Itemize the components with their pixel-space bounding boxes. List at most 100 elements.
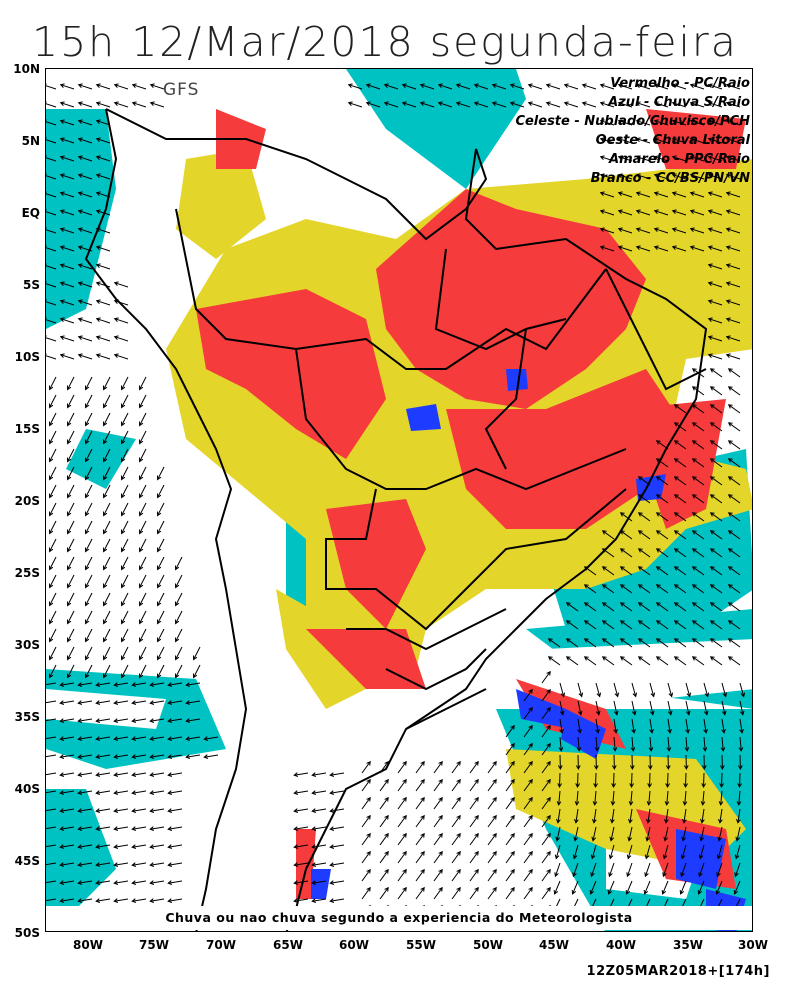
- wind-arrow: [49, 412, 57, 427]
- wind-arrow: [574, 808, 579, 824]
- wind-arrow: [121, 538, 129, 553]
- wind-arrow: [59, 227, 75, 234]
- wind-arrow: [655, 494, 669, 504]
- wind-arrow: [103, 610, 111, 625]
- wind-arrow: [617, 209, 633, 216]
- wind-arrow: [583, 602, 597, 612]
- wind-arrow: [121, 502, 129, 517]
- wind-arrow: [469, 760, 479, 774]
- wind-arrow: [85, 556, 93, 571]
- wind-arrow: [121, 664, 129, 679]
- wind-arrow: [599, 155, 615, 162]
- wind-arrow: [149, 101, 165, 108]
- wind-arrow: [469, 850, 479, 864]
- wind-arrow: [469, 868, 479, 882]
- wind-arrow: [59, 790, 75, 795]
- wind-arrow: [673, 494, 687, 504]
- wind-arrow: [46, 263, 57, 270]
- wind-arrow: [613, 700, 619, 716]
- wind-arrow: [565, 602, 579, 612]
- wind-arrow: [683, 754, 689, 771]
- wind-arrow: [545, 83, 561, 90]
- wind-arrow: [113, 682, 129, 687]
- wind-arrow: [175, 610, 183, 625]
- wind-arrow: [49, 484, 57, 499]
- wind-arrow: [689, 227, 705, 234]
- wind-arrow: [379, 814, 389, 828]
- wind-arrow: [505, 850, 515, 864]
- wind-arrow: [737, 772, 743, 789]
- wind-arrow: [523, 850, 533, 864]
- wind-arrow: [167, 754, 183, 759]
- wind-arrow: [595, 718, 600, 734]
- wind-arrow: [655, 566, 669, 576]
- wind-arrow: [469, 832, 479, 846]
- wind-arrow: [167, 718, 183, 723]
- wind-arrow: [85, 574, 93, 589]
- wind-arrow: [599, 209, 615, 216]
- wind-arrow: [46, 299, 57, 306]
- wind-arrow: [139, 610, 147, 625]
- wind-arrow: [655, 602, 669, 612]
- wind-arrow: [671, 227, 687, 234]
- wind-arrow: [558, 736, 564, 752]
- wind-arrow: [59, 700, 75, 705]
- wind-arrow: [77, 155, 93, 162]
- wind-arrow: [157, 466, 165, 481]
- wind-arrow: [311, 862, 327, 867]
- wind-arrow: [701, 754, 707, 771]
- wind-arrow: [721, 682, 728, 698]
- wind-arrow: [523, 868, 533, 882]
- wind-arrow: [619, 656, 633, 666]
- wind-arrow: [577, 700, 583, 716]
- wind-arrow: [635, 101, 651, 108]
- wind-arrow: [689, 245, 705, 252]
- wind-arrow: [85, 502, 93, 517]
- wind-arrow: [46, 736, 57, 741]
- wind-arrow: [667, 682, 674, 698]
- wind-arrow: [655, 656, 669, 666]
- wind-arrow: [664, 790, 670, 806]
- wind-arrow: [555, 826, 561, 842]
- wind-arrow: [662, 862, 669, 878]
- wind-arrow: [661, 880, 669, 895]
- wind-arrow: [671, 191, 687, 198]
- wind-arrow: [46, 191, 57, 198]
- wind-arrow: [725, 317, 741, 324]
- wind-arrow: [121, 484, 129, 499]
- wind-arrow: [77, 772, 93, 777]
- wind-arrow: [655, 584, 669, 594]
- wind-arrow: [311, 772, 327, 777]
- wind-arrow: [121, 412, 129, 427]
- wind-arrow: [85, 376, 93, 391]
- wind-arrow: [653, 209, 669, 216]
- wind-arrow: [293, 898, 309, 903]
- wind-arrow: [49, 556, 57, 571]
- wind-arrow: [590, 862, 597, 878]
- wind-arrow: [113, 862, 129, 867]
- wind-arrow: [691, 602, 705, 612]
- wind-arrow: [664, 808, 669, 824]
- wind-arrow: [121, 574, 129, 589]
- wind-arrow: [725, 281, 741, 288]
- wind-arrow: [673, 530, 687, 540]
- wind-arrow: [718, 790, 724, 806]
- wind-arrow: [85, 592, 93, 607]
- wind-arrow: [725, 245, 741, 252]
- blue-area: [506, 369, 528, 391]
- wind-arrow: [628, 808, 633, 824]
- wind-arrow: [637, 566, 651, 576]
- wind-arrow: [523, 760, 533, 774]
- wind-arrow: [667, 700, 673, 716]
- wind-arrow: [46, 119, 57, 126]
- coastline-west: [84, 108, 248, 931]
- wind-arrow: [113, 826, 129, 831]
- wind-arrow: [77, 808, 93, 813]
- wind-arrow: [59, 880, 75, 885]
- wind-arrow: [103, 448, 111, 463]
- cyan-area: [46, 109, 116, 329]
- wind-arrow: [149, 700, 165, 705]
- lat-tick-label: 40S: [14, 782, 40, 796]
- wind-arrow: [157, 664, 165, 679]
- wind-arrow: [433, 868, 443, 882]
